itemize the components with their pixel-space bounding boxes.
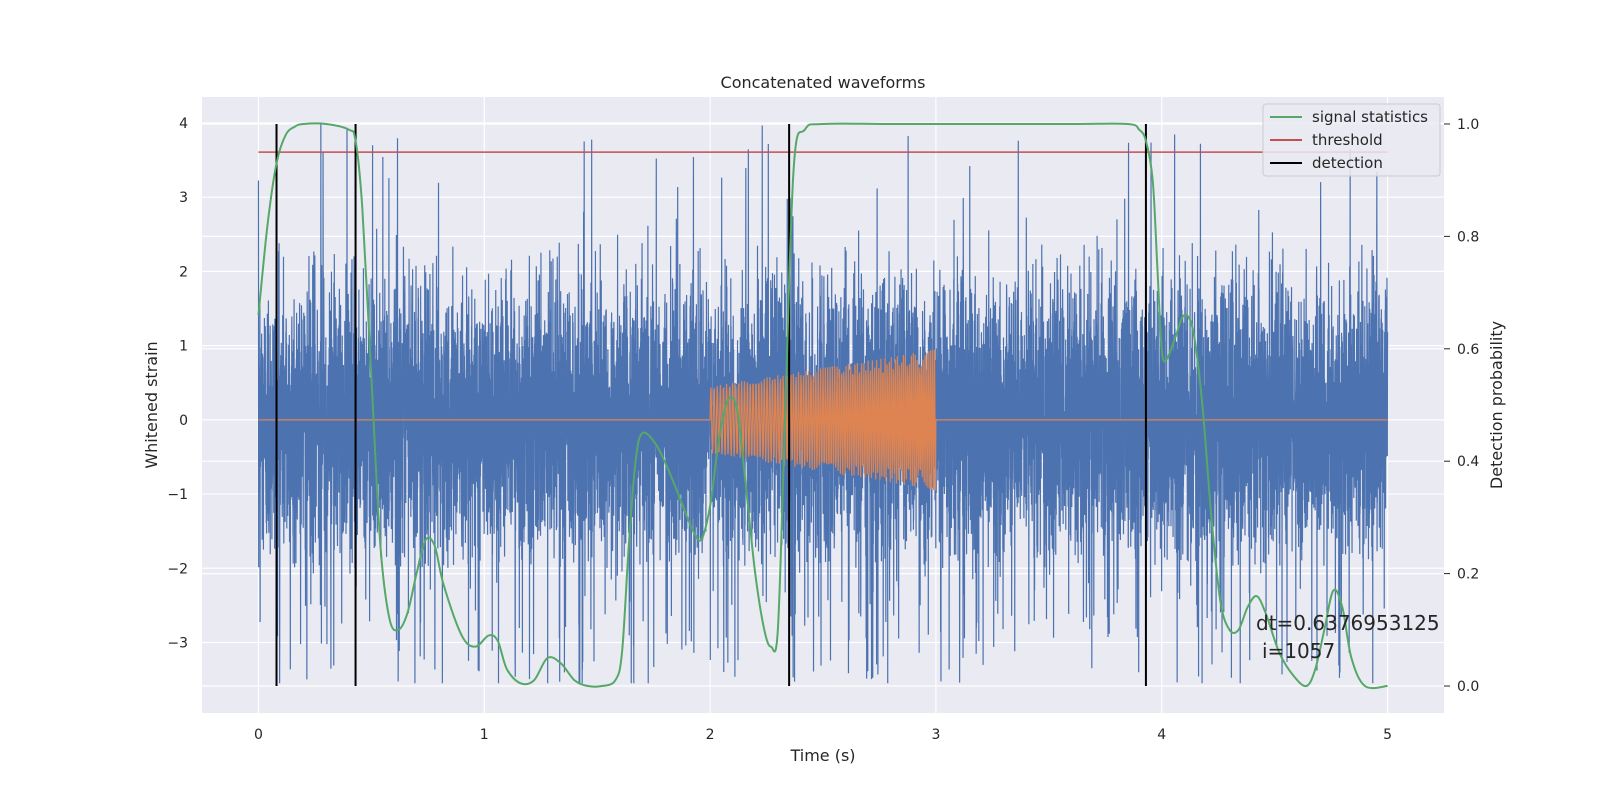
y2-tick-label: 0.0 [1457,679,1479,695]
chart-title: Concatenated waveforms [721,73,926,92]
y-tick-label: 2 [179,264,188,280]
y-tick-label: 4 [179,116,188,132]
x-tick-label: 5 [1383,727,1392,743]
annotation-dt: dt=0.6376953125 [1256,611,1440,635]
x-axis-label: Time (s) [789,746,855,765]
series-template-chirp [258,349,1388,491]
y2-tick-label: 0.2 [1457,567,1479,583]
y2-tick-label: 0.4 [1457,454,1479,470]
legend-label-detection: detection [1312,154,1383,172]
y-tick-label: 3 [179,190,188,206]
y2-tick-label: 1.0 [1457,117,1479,133]
y2-axis-ticks: 0.0 0.2 0.4 0.6 0.8 1.0 [1444,117,1479,695]
y2-tick-label: 0.6 [1457,342,1479,358]
x-tick-label: 3 [931,727,940,743]
x-tick-label: 2 [706,727,715,743]
y-axis-ticks: −3 −2 −1 0 1 2 3 4 [167,116,188,652]
y2-axis-label: Detection probability [1487,321,1506,489]
y-tick-label: 1 [179,339,188,355]
y-tick-label: −3 [167,635,188,651]
series-whitened-strain [257,123,1389,684]
legend-box [1262,103,1441,177]
series-detection-lines [275,123,1147,687]
y-tick-label: −2 [167,561,188,577]
y2-tick-label: 0.8 [1457,229,1479,245]
y-tick-label: −1 [167,487,188,503]
legend: signal statistics threshold detection [1262,103,1441,177]
x-axis-ticks: 0 1 2 3 4 5 [254,727,1392,743]
x-tick-label: 4 [1157,727,1166,743]
legend-label-signal: signal statistics [1312,108,1428,126]
series-signal-statistics [257,122,1388,690]
y-tick-label: 0 [179,413,188,429]
x-tick-label: 0 [254,727,263,743]
annotation-i: i=1057 [1262,639,1335,663]
x-tick-label: 1 [480,727,489,743]
legend-label-threshold: threshold [1312,131,1383,149]
y-axis-label: Whitened strain [142,341,161,468]
